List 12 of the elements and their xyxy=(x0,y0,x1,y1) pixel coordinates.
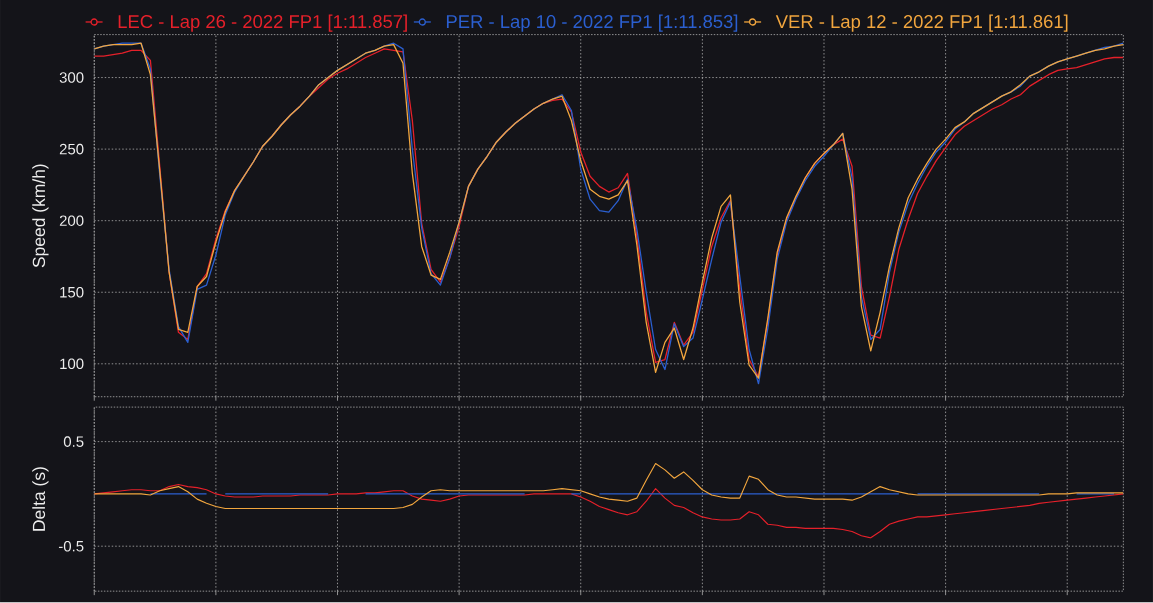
legend-label: PER - Lap 10 - 2022 FP1 [1:11.853] xyxy=(446,14,738,32)
legend-label: VER - Lap 12 - 2022 FP1 [1:11.861] xyxy=(775,14,1068,32)
y-tick-label: 100 xyxy=(60,358,84,370)
y-tick-label: 200 xyxy=(59,215,84,227)
y-axis-title: Delta (s) xyxy=(32,467,49,531)
y-tick-label: 150 xyxy=(60,287,84,298)
y-tick-label: 300 xyxy=(59,72,84,84)
y-axis-title: Speed (km/h) xyxy=(32,164,49,268)
y-tick-label: -0.5 xyxy=(58,541,84,552)
legend-label: LEC - Lap 26 - 2022 FP1 [1:11.857] xyxy=(118,14,407,32)
y-tick-label: 250 xyxy=(59,144,84,155)
y-tick-label: 0.5 xyxy=(63,436,84,448)
